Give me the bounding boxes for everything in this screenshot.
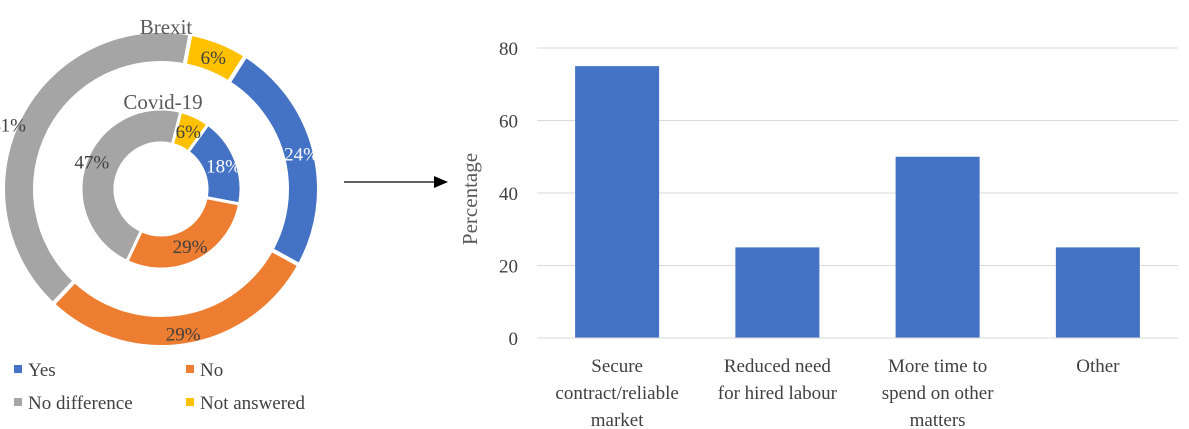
x-tick-label: for hired labour — [718, 383, 838, 404]
nested-donut-chart: 24% 29% 41% 6% Brexit 18% 29% 47% 6% Covid-19 — [0, 15, 321, 349]
legend-label-yes: Yes — [28, 360, 56, 381]
bar-more-time-to-spend-on-other-matters — [895, 156, 980, 338]
donut-data-label-inner-not-answered: 6% — [176, 122, 202, 143]
donut-slice-outer-not-answered — [182, 31, 249, 86]
x-tick-label: spend on other — [882, 383, 995, 404]
donut-data-label-outer-no: 29% — [166, 324, 201, 345]
legend-label-not-answered: Not answered — [200, 393, 305, 414]
donut-data-label-inner-no: 29% — [173, 237, 208, 258]
donut-data-label-outer-no-difference: 41% — [0, 116, 26, 137]
x-tick-label: Reduced need — [724, 356, 832, 377]
legend-swatch-yes — [14, 365, 22, 373]
y-tick-label: 60 — [499, 112, 518, 133]
bar-reduced-need-for-hired-labour — [735, 247, 820, 338]
donut-slice-inner-no-difference — [79, 107, 183, 264]
bar-secure-contract-reliable-market — [575, 66, 660, 338]
legend-label-no-difference: No difference — [28, 393, 133, 414]
x-tick-label: market — [591, 410, 644, 429]
connector-arrow — [344, 176, 448, 188]
legend-swatch-not-answered — [186, 398, 194, 406]
x-tick-label: Other — [1076, 356, 1120, 377]
y-axis-title: Percentage — [458, 153, 482, 245]
donut-slice-inner-no — [124, 195, 242, 271]
donut-ring-title-covid-19: Covid-19 — [123, 90, 202, 114]
legend-swatch-no — [186, 365, 194, 373]
donut-data-label-inner-yes: 18% — [206, 156, 241, 177]
donut-data-label-outer-yes: 24% — [284, 145, 319, 166]
y-tick-label: 80 — [499, 39, 518, 60]
y-tick-label: 0 — [509, 329, 519, 350]
x-tick-label: More time to — [888, 356, 987, 377]
donut-data-label-outer-not-answered: 6% — [201, 48, 227, 69]
x-tick-label: matters — [910, 410, 966, 429]
legend-label-no: No — [200, 360, 223, 381]
donut-data-label-inner-no-difference: 47% — [74, 152, 109, 173]
y-tick-label: 20 — [499, 257, 518, 278]
x-tick-label: Secure — [591, 356, 643, 377]
x-tick-label: contract/reliable — [555, 383, 678, 404]
donut-slice-inner-not-answered — [170, 109, 211, 154]
y-tick-label: 40 — [499, 184, 518, 205]
donut-legend: Yes No No difference Not answered — [14, 360, 305, 414]
legend-swatch-no-difference — [14, 398, 22, 406]
arrow-head-icon — [434, 176, 448, 188]
donut-ring-title-brexit: Brexit — [140, 15, 193, 39]
bar-chart: 0 20 40 60 80 Secure contract/reliable market Re… — [458, 39, 1178, 429]
bar-other — [1055, 247, 1140, 338]
